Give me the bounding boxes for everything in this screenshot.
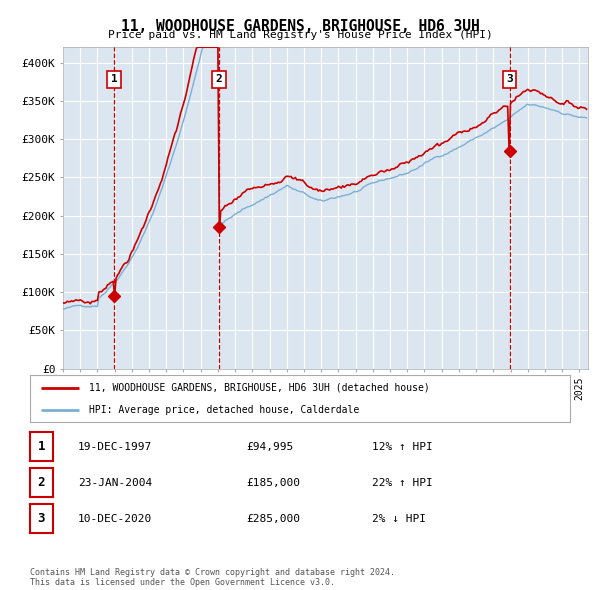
Text: HPI: Average price, detached house, Calderdale: HPI: Average price, detached house, Cald…: [89, 405, 359, 415]
Text: 12% ↑ HPI: 12% ↑ HPI: [372, 442, 433, 451]
Text: Contains HM Land Registry data © Crown copyright and database right 2024.
This d: Contains HM Land Registry data © Crown c…: [30, 568, 395, 587]
Text: 3: 3: [506, 74, 513, 84]
Text: 2: 2: [38, 476, 45, 489]
Text: 11, WOODHOUSE GARDENS, BRIGHOUSE, HD6 3UH (detached house): 11, WOODHOUSE GARDENS, BRIGHOUSE, HD6 3U…: [89, 383, 430, 393]
Text: 2% ↓ HPI: 2% ↓ HPI: [372, 514, 426, 523]
Text: 23-JAN-2004: 23-JAN-2004: [78, 478, 152, 487]
Text: £185,000: £185,000: [246, 478, 300, 487]
Text: 22% ↑ HPI: 22% ↑ HPI: [372, 478, 433, 487]
Text: 11, WOODHOUSE GARDENS, BRIGHOUSE, HD6 3UH: 11, WOODHOUSE GARDENS, BRIGHOUSE, HD6 3U…: [121, 19, 479, 34]
Text: 3: 3: [38, 512, 45, 525]
Text: 19-DEC-1997: 19-DEC-1997: [78, 442, 152, 451]
Text: 1: 1: [111, 74, 118, 84]
Text: 1: 1: [38, 440, 45, 453]
Text: Price paid vs. HM Land Registry's House Price Index (HPI): Price paid vs. HM Land Registry's House …: [107, 30, 493, 40]
Text: £285,000: £285,000: [246, 514, 300, 523]
Text: 10-DEC-2020: 10-DEC-2020: [78, 514, 152, 523]
Text: £94,995: £94,995: [246, 442, 293, 451]
Text: 2: 2: [215, 74, 223, 84]
